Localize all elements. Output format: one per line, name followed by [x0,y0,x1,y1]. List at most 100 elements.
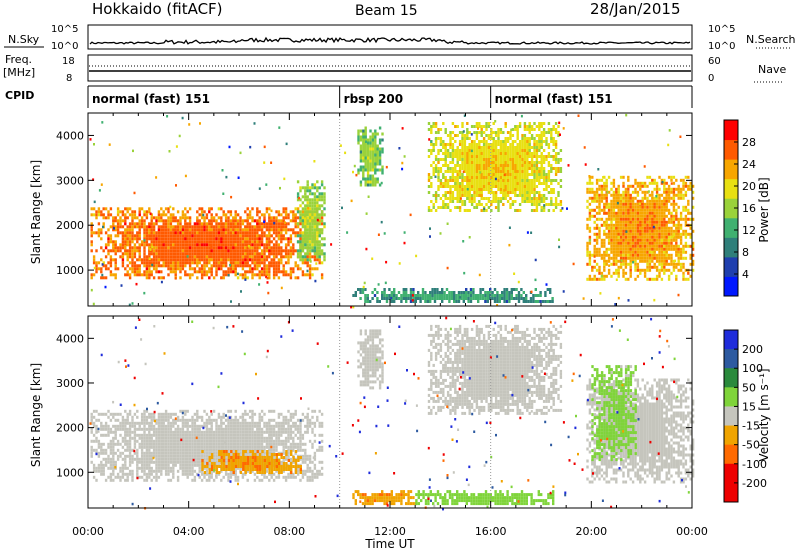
data-cell [95,213,97,216]
data-cell [115,216,117,219]
data-cell [545,182,547,185]
data-cell [435,209,437,212]
data-cell [603,182,605,185]
data-cell [495,197,497,200]
data-cell [239,243,241,246]
data-cell [117,246,119,249]
noise-cell [671,182,673,185]
data-cell [642,182,644,185]
data-cell [622,251,624,254]
data-cell [357,139,359,142]
data-cell [488,161,490,164]
data-cell [158,255,160,258]
data-cell [472,291,474,294]
data-cell [112,240,114,243]
data-cell [196,228,198,231]
data-cell [625,191,627,194]
data-cell [537,300,539,303]
data-cell [505,149,507,152]
data-cell [654,209,656,212]
data-cell [242,231,244,234]
nsky-strip [88,25,692,49]
data-cell [531,203,533,206]
data-cell [668,209,670,212]
data-cell [275,234,277,237]
data-cell [321,219,323,222]
data-cell [119,249,121,252]
data-cell [646,227,648,230]
noise-cell [259,187,261,190]
data-cell [110,270,112,273]
data-cell [548,179,550,182]
data-cell [687,188,689,191]
data-cell [199,243,201,246]
data-cell [179,270,181,273]
data-cell [673,266,675,269]
data-cell [103,428,105,431]
data-cell [608,215,610,218]
data-cell [100,449,102,452]
data-cell [476,122,478,125]
data-cell [424,291,426,294]
data-cell [117,207,119,210]
data-cell [242,222,244,225]
data-cell [307,213,309,216]
noise-cell [401,168,403,171]
data-cell [314,207,316,210]
data-cell [466,185,468,188]
data-cell [642,254,644,257]
data-cell [502,182,504,185]
data-cell [110,446,112,449]
data-cell [634,179,636,182]
data-cell [91,207,93,210]
data-cell [182,225,184,228]
data-cell [187,228,189,231]
data-cell [307,198,309,201]
data-cell [500,164,502,167]
data-cell [194,267,196,270]
data-cell [541,173,543,176]
data-cell [601,242,603,245]
data-cell [610,200,612,203]
data-cell [280,255,282,258]
data-cell [280,219,282,222]
data-cell [98,452,100,455]
data-cell [630,218,632,221]
data-cell [678,236,680,239]
data-cell [469,182,471,185]
data-cell [668,188,670,191]
data-cell [309,276,311,279]
data-cell [275,231,277,234]
data-cell [110,476,112,479]
data-cell [175,246,177,249]
data-cell [177,225,179,228]
data-cell [230,225,232,228]
data-cell [557,161,559,164]
data-cell [428,206,430,209]
data-cell [509,206,511,209]
data-cell [271,249,273,252]
data-cell [680,236,682,239]
data-cell [309,210,311,213]
data-cell [203,234,205,237]
data-cell [119,479,121,482]
data-cell [673,248,675,251]
data-cell [483,173,485,176]
data-cell [637,254,639,257]
data-cell [155,267,157,270]
data-cell [201,225,203,228]
data-cell [524,182,526,185]
data-cell [661,266,663,269]
data-cell [620,212,622,215]
data-cell [151,216,153,219]
data-cell [134,255,136,258]
data-cell [560,167,562,170]
data-cell [148,276,150,279]
data-cell [483,158,485,161]
data-cell [606,206,608,209]
data-cell [521,152,523,155]
data-cell [119,470,121,473]
data-cell [550,140,552,143]
data-cell [110,458,112,461]
data-cell [230,270,232,273]
